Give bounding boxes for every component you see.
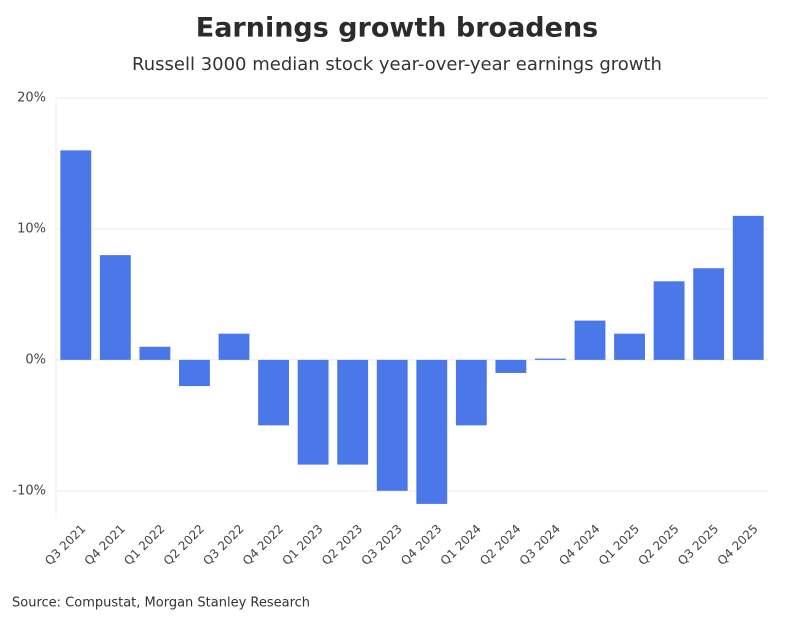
y-tick-label: 10% — [17, 221, 46, 236]
x-tick-label: Q2 2024 — [477, 522, 523, 568]
x-tick-label: Q1 2022 — [121, 522, 167, 568]
x-tick-label: Q2 2025 — [635, 522, 681, 568]
bar — [179, 359, 210, 387]
bar — [416, 359, 448, 504]
bar — [693, 268, 725, 360]
y-tick-label: -10% — [12, 483, 46, 498]
bar — [455, 359, 487, 426]
x-tick-label: Q3 2021 — [42, 522, 88, 568]
bar — [258, 359, 289, 426]
x-tick-label: Q3 2022 — [200, 522, 246, 568]
bar — [732, 215, 764, 360]
bar — [574, 320, 606, 360]
x-tick-label: Q1 2025 — [596, 522, 642, 568]
x-tick-label: Q3 2024 — [517, 522, 563, 568]
x-tick-label: Q2 2023 — [319, 522, 365, 568]
chart-title: Earnings growth broadens — [196, 13, 598, 44]
bar — [139, 346, 171, 360]
x-tick-label: Q1 2023 — [279, 522, 325, 568]
bar — [495, 359, 527, 373]
bar — [297, 359, 329, 465]
bar — [337, 359, 369, 465]
bar — [653, 281, 685, 360]
x-tick-label: Q4 2024 — [556, 522, 602, 568]
x-tick-label: Q3 2023 — [359, 522, 405, 568]
bar — [376, 359, 408, 491]
bar — [60, 150, 92, 360]
source-note: Source: Compustat, Morgan Stanley Resear… — [12, 596, 310, 611]
bar — [99, 255, 131, 360]
y-tick-label: 20% — [17, 91, 46, 106]
x-tick-label: Q4 2022 — [240, 522, 286, 568]
bar — [535, 358, 566, 360]
x-tick-label: Q4 2023 — [398, 522, 444, 568]
x-tick-label: Q4 2025 — [715, 522, 761, 568]
bar — [614, 333, 645, 360]
x-tick-label: Q4 2021 — [82, 522, 128, 568]
x-tick-label: Q1 2024 — [438, 522, 484, 568]
x-tick-label: Q2 2022 — [161, 522, 207, 568]
chart-subtitle: Russell 3000 median stock year-over-year… — [132, 54, 662, 75]
bar — [218, 333, 250, 360]
x-tick-label: Q3 2025 — [675, 522, 721, 568]
y-tick-label: 0% — [25, 352, 46, 367]
